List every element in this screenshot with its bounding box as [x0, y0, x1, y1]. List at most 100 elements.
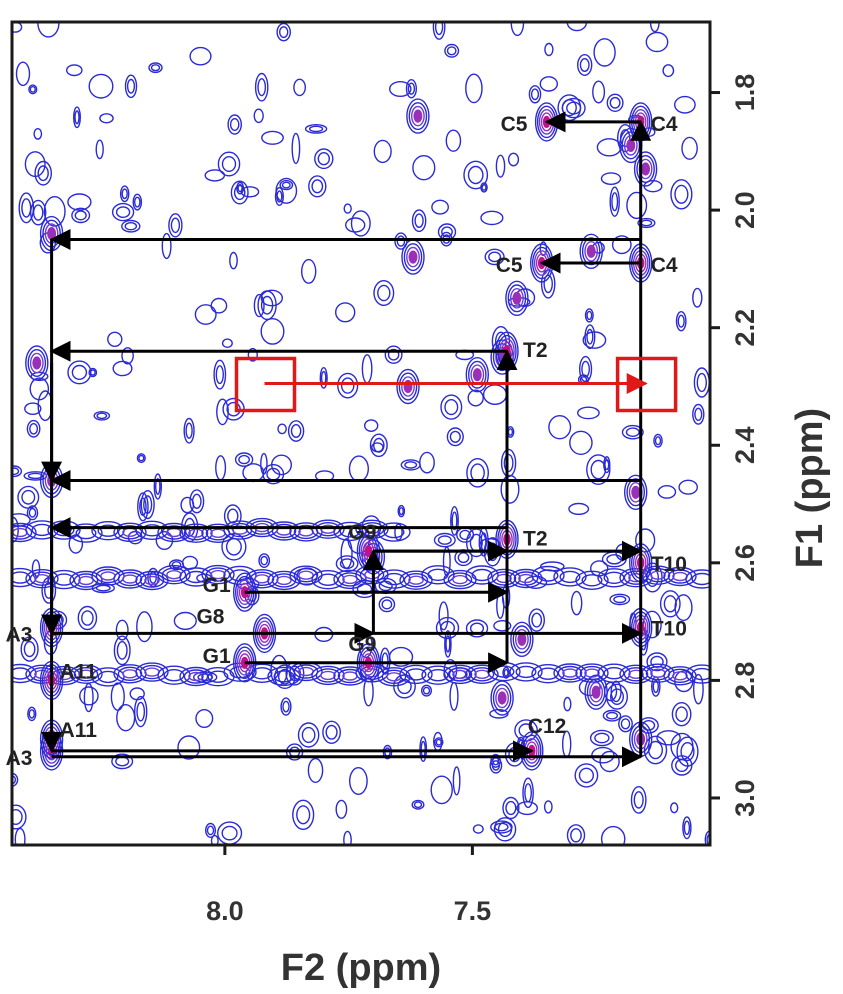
noise-contour — [234, 452, 254, 467]
ridge-contour-level — [315, 668, 341, 683]
peak-g1 — [232, 572, 257, 612]
noise-contour-level — [441, 226, 453, 238]
noise-contour-level — [548, 415, 572, 440]
noise-contour-level — [111, 202, 135, 222]
noise-contour — [72, 106, 81, 129]
noise-contour-level — [531, 612, 543, 628]
noise-contour-level — [606, 554, 623, 565]
noise-contour — [484, 248, 505, 266]
noise-contour-level — [20, 636, 39, 662]
ridge-contour-level — [405, 668, 427, 681]
noise-contour-level — [584, 308, 594, 323]
noise-contour-level — [221, 825, 238, 841]
noise-contour — [161, 232, 172, 260]
noise-contour-level — [314, 148, 334, 170]
ridge-contour-level — [113, 522, 147, 542]
crosspeak-level — [510, 287, 524, 309]
noise-contour-level — [277, 668, 292, 685]
ridge-contour — [69, 570, 103, 591]
noise-contour-level — [115, 619, 129, 641]
noise-contour — [384, 345, 403, 364]
noise-contour-level — [530, 88, 540, 101]
noise-contour-level — [663, 595, 677, 613]
crosspeak-level — [25, 345, 49, 381]
noise-contour — [507, 152, 520, 167]
noise-contour-level — [121, 188, 128, 200]
crosspeak-level — [510, 621, 534, 657]
noise-contour — [675, 311, 687, 332]
noise-contour-level — [599, 750, 620, 773]
noise-contour-level — [610, 688, 625, 706]
noise-contour-level — [335, 302, 356, 323]
noise-contour-level — [645, 31, 669, 53]
noise-contour — [411, 209, 427, 233]
noise-contour-level — [430, 775, 453, 805]
ridge-contour-level — [623, 667, 649, 682]
noise-contour — [343, 830, 352, 845]
noise-contour-level — [364, 419, 379, 432]
noise-contour-level — [654, 436, 662, 446]
noise-contour — [71, 207, 91, 224]
noise-contour — [411, 799, 425, 810]
noise-contour-level — [95, 584, 111, 592]
ridge-contour — [179, 666, 213, 687]
noise-contour — [343, 203, 352, 214]
ridge-contour-level — [465, 565, 499, 585]
noise-contour-level — [213, 359, 227, 390]
noise-contour-level — [150, 64, 161, 72]
x-axis-title: F2 (ppm) — [281, 947, 441, 989]
noise-contour-level — [450, 506, 459, 536]
ridge-contour-level — [73, 667, 99, 682]
noise-contour — [136, 453, 146, 464]
ridge-contour-level — [97, 524, 119, 537]
peak-label-a3: A3 — [6, 623, 33, 646]
noise-contour-level — [293, 78, 306, 97]
ridge-contour — [575, 570, 609, 590]
ridge-contour-level — [122, 574, 138, 584]
noise-contour-level — [260, 555, 269, 566]
noise-contour — [20, 636, 39, 662]
noise-contour — [293, 78, 306, 97]
crosspeak-level — [515, 629, 529, 650]
y-tick-label: 2.8 — [730, 662, 760, 700]
ridge-contour-level — [122, 669, 138, 679]
noise-contour-level — [451, 511, 458, 531]
crosspeak-level — [517, 632, 527, 646]
crosspeak-level — [626, 138, 636, 153]
noise-contour — [674, 95, 696, 114]
noise-contour — [630, 786, 647, 814]
noise-contour-level — [693, 673, 704, 705]
noise-contour-level — [606, 711, 619, 720]
noise-contour-level — [578, 767, 595, 784]
ridge-contour — [619, 664, 653, 684]
noise-contour — [656, 730, 681, 746]
noise-contour — [670, 732, 694, 761]
noise-contour — [602, 709, 622, 722]
noise-contour-level — [630, 786, 647, 814]
noise-contour — [539, 76, 558, 92]
noise-contour — [322, 720, 341, 744]
noise-contour — [670, 179, 693, 210]
sequential-walk-arrows — [41, 111, 652, 768]
ridge-contour-level — [73, 573, 99, 588]
noise-contour-level — [377, 284, 391, 302]
noise-contour — [253, 293, 265, 318]
noise-contour — [34, 160, 52, 186]
noise-contour-level — [574, 763, 599, 788]
noise-contour — [421, 684, 433, 697]
noise-contour-level — [463, 160, 489, 190]
noise-contour-level — [337, 372, 359, 399]
noise-contour — [308, 175, 327, 198]
noise-contour-level — [279, 26, 289, 39]
noise-contour — [678, 479, 699, 495]
ridge-contour — [333, 569, 367, 590]
noise-contour-level — [229, 251, 238, 270]
noise-contour — [12, 804, 27, 830]
noise-contour-level — [257, 78, 267, 97]
ridge-contour-level — [377, 667, 411, 687]
ridge-contour-level — [185, 570, 207, 584]
y-axis-title: F1 (ppm) — [789, 408, 831, 568]
noise-contour-level — [398, 507, 404, 516]
noise-contour-level — [467, 389, 484, 407]
noise-contour — [136, 611, 153, 643]
